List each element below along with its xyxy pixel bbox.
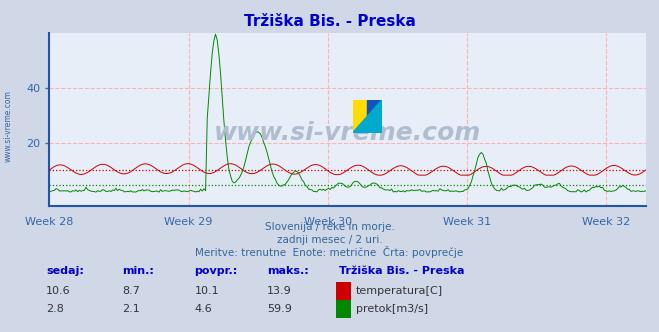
Bar [368, 100, 382, 133]
Text: www.si-vreme.com: www.si-vreme.com [214, 121, 481, 145]
Text: www.si-vreme.com: www.si-vreme.com [3, 90, 13, 162]
Text: 10.1: 10.1 [194, 286, 219, 296]
Text: Week 29: Week 29 [164, 217, 213, 227]
Text: pretok[m3/s]: pretok[m3/s] [356, 304, 428, 314]
Text: Week 32: Week 32 [582, 217, 630, 227]
Text: 8.7: 8.7 [122, 286, 140, 296]
Text: povpr.:: povpr.: [194, 266, 238, 276]
Text: Week 28: Week 28 [25, 217, 74, 227]
Text: Week 30: Week 30 [304, 217, 352, 227]
Text: min.:: min.: [122, 266, 154, 276]
Polygon shape [353, 100, 382, 133]
Text: 59.9: 59.9 [267, 304, 292, 314]
Text: sedaj:: sedaj: [46, 266, 84, 276]
Text: zadnji mesec / 2 uri.: zadnji mesec / 2 uri. [277, 235, 382, 245]
Text: Slovenija / reke in morje.: Slovenija / reke in morje. [264, 222, 395, 232]
Text: 10.6: 10.6 [46, 286, 71, 296]
Text: Week 31: Week 31 [443, 217, 491, 227]
Text: Tržiška Bis. - Preska: Tržiška Bis. - Preska [244, 14, 415, 29]
Text: Meritve: trenutne  Enote: metrične  Črta: povprečje: Meritve: trenutne Enote: metrične Črta: … [195, 246, 464, 258]
Text: 2.8: 2.8 [46, 304, 64, 314]
Text: temperatura[C]: temperatura[C] [356, 286, 443, 296]
Text: 2.1: 2.1 [122, 304, 140, 314]
Text: maks.:: maks.: [267, 266, 308, 276]
Text: 4.6: 4.6 [194, 304, 212, 314]
Text: 13.9: 13.9 [267, 286, 292, 296]
Text: Tržiška Bis. - Preska: Tržiška Bis. - Preska [339, 266, 465, 276]
